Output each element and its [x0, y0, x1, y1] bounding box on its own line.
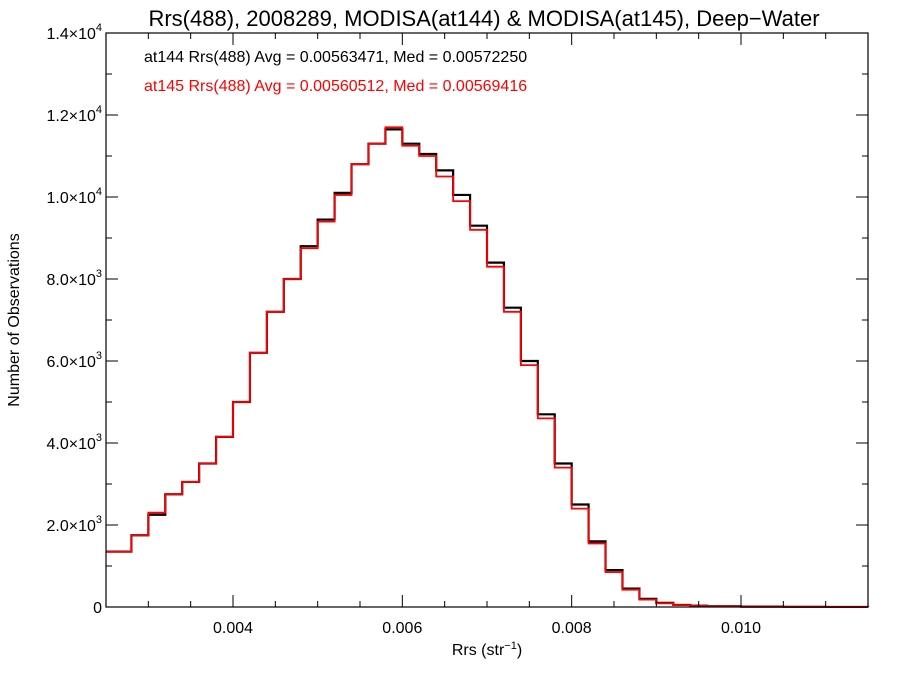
plot-area: 0.004 0.006 0.008 0.010 0 2.0×103 4.0×103 6.0×1… [46, 22, 870, 637]
y-tick-label: 1.2×104 [46, 104, 102, 125]
x-tick-label: 0.008 [552, 620, 592, 637]
y-axis-label: Number of Observations [6, 233, 23, 406]
series-layer [106, 126, 870, 609]
y-tick-label: 1.0×104 [46, 186, 102, 207]
x-axis-label-exponent: −1 [504, 640, 517, 652]
y-tick-label: 1.4×104 [46, 22, 102, 43]
x-tick-label: 0.004 [213, 620, 253, 637]
plot-frame [105, 32, 869, 608]
x-axis-label-base: Rrs (str [452, 642, 505, 659]
y-tick-label: 8.0×103 [46, 268, 102, 289]
annotation-at145: at145 Rrs(488) Avg = 0.00560512, Med = 0… [144, 78, 527, 95]
y-tick-label: 2.0×103 [46, 514, 102, 535]
tick-layer: 0.004 0.006 0.008 0.010 0 2.0×103 4.0×103 6.0×1… [46, 22, 869, 637]
x-tick-label: 0.010 [721, 620, 761, 637]
series-line-0 [106, 128, 870, 609]
x-axis-label-close: ) [517, 642, 522, 659]
y-tick-label: 0 [93, 600, 102, 617]
y-tick-label: 6.0×103 [46, 350, 102, 371]
chart-title: Rrs(488), 2008289, MODISA(at144) & MODIS… [148, 6, 819, 31]
x-axis-label: Rrs (str−1) [452, 640, 522, 659]
x-tick-label: 0.006 [382, 620, 422, 637]
y-tick-label: 4.0×103 [46, 432, 102, 453]
annotation-at144: at144 Rrs(488) Avg = 0.00563471, Med = 0… [144, 49, 527, 66]
series-line-1 [106, 126, 869, 608]
